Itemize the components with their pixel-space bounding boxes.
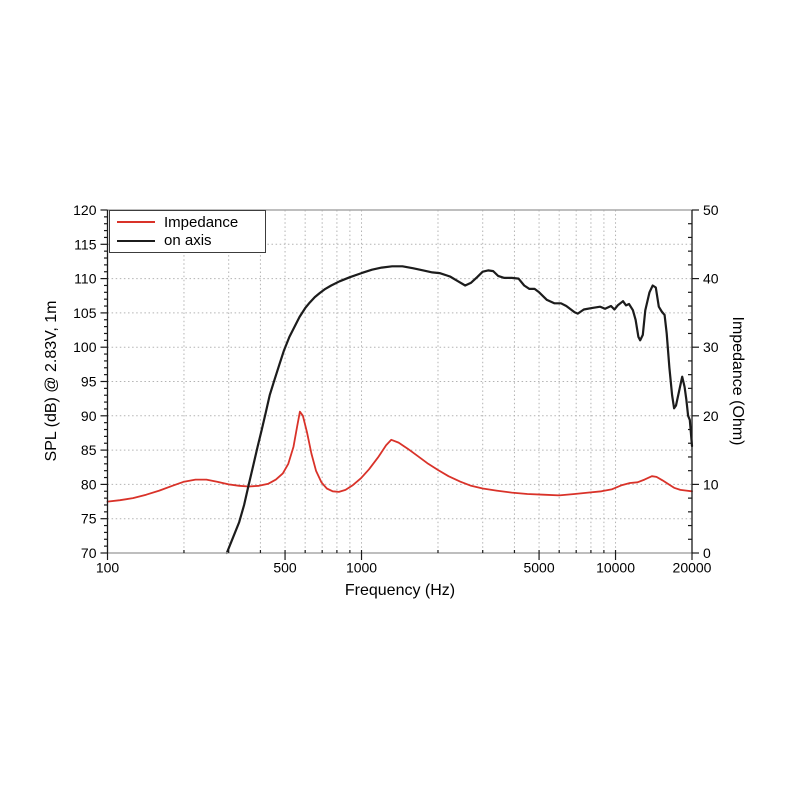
legend-item-impedance: Impedance	[117, 213, 258, 231]
on-axis-line-swatch	[117, 239, 155, 242]
x-tick-label: 10000	[596, 560, 635, 576]
x-tick-label: 500	[273, 560, 297, 576]
y-left-tick-label: 85	[81, 442, 97, 458]
y-left-tick-label: 70	[81, 545, 97, 561]
x-tick-label: 5000	[523, 560, 554, 576]
y-left-tick-label: 90	[81, 408, 97, 424]
y-right-tick-label: 0	[703, 545, 711, 561]
legend-label-impedance: Impedance	[164, 213, 239, 231]
y-axis-title-impedance: Impedance (Ohm)	[729, 316, 746, 446]
y-right-tick-label: 20	[703, 408, 719, 424]
y-right-tick-label: 10	[703, 476, 719, 492]
y-left-tick-label: 120	[73, 202, 97, 218]
x-tick-label: 1000	[346, 560, 377, 576]
y-left-tick-label: 75	[81, 511, 97, 527]
y-left-tick-label: 95	[81, 374, 97, 390]
x-tick-label: 20000	[673, 560, 712, 576]
y-right-tick-label: 50	[703, 202, 719, 218]
y-left-tick-label: 100	[73, 339, 97, 355]
impedance-line-swatch	[117, 221, 155, 224]
y-right-tick-label: 40	[703, 271, 719, 287]
x-tick-label: 100	[96, 560, 120, 576]
y-left-tick-label: 80	[81, 476, 97, 492]
y-axis-title-spl: SPL (dB) @ 2.83V, 1m	[43, 300, 60, 462]
on-axis-curve	[225, 265, 694, 555]
y-left-tick-label: 115	[74, 236, 97, 252]
legend-label-on-axis: on axis	[164, 232, 212, 250]
legend: Impedance on axis	[109, 210, 266, 253]
x-axis-title: Frequency (Hz)	[344, 582, 456, 599]
y-left-tick-label: 105	[73, 305, 97, 321]
impedance-curve	[106, 410, 693, 503]
y-left-tick-label: 110	[74, 271, 97, 287]
legend-item-on-axis: on axis	[117, 232, 258, 250]
y-right-tick-label: 30	[703, 339, 719, 355]
